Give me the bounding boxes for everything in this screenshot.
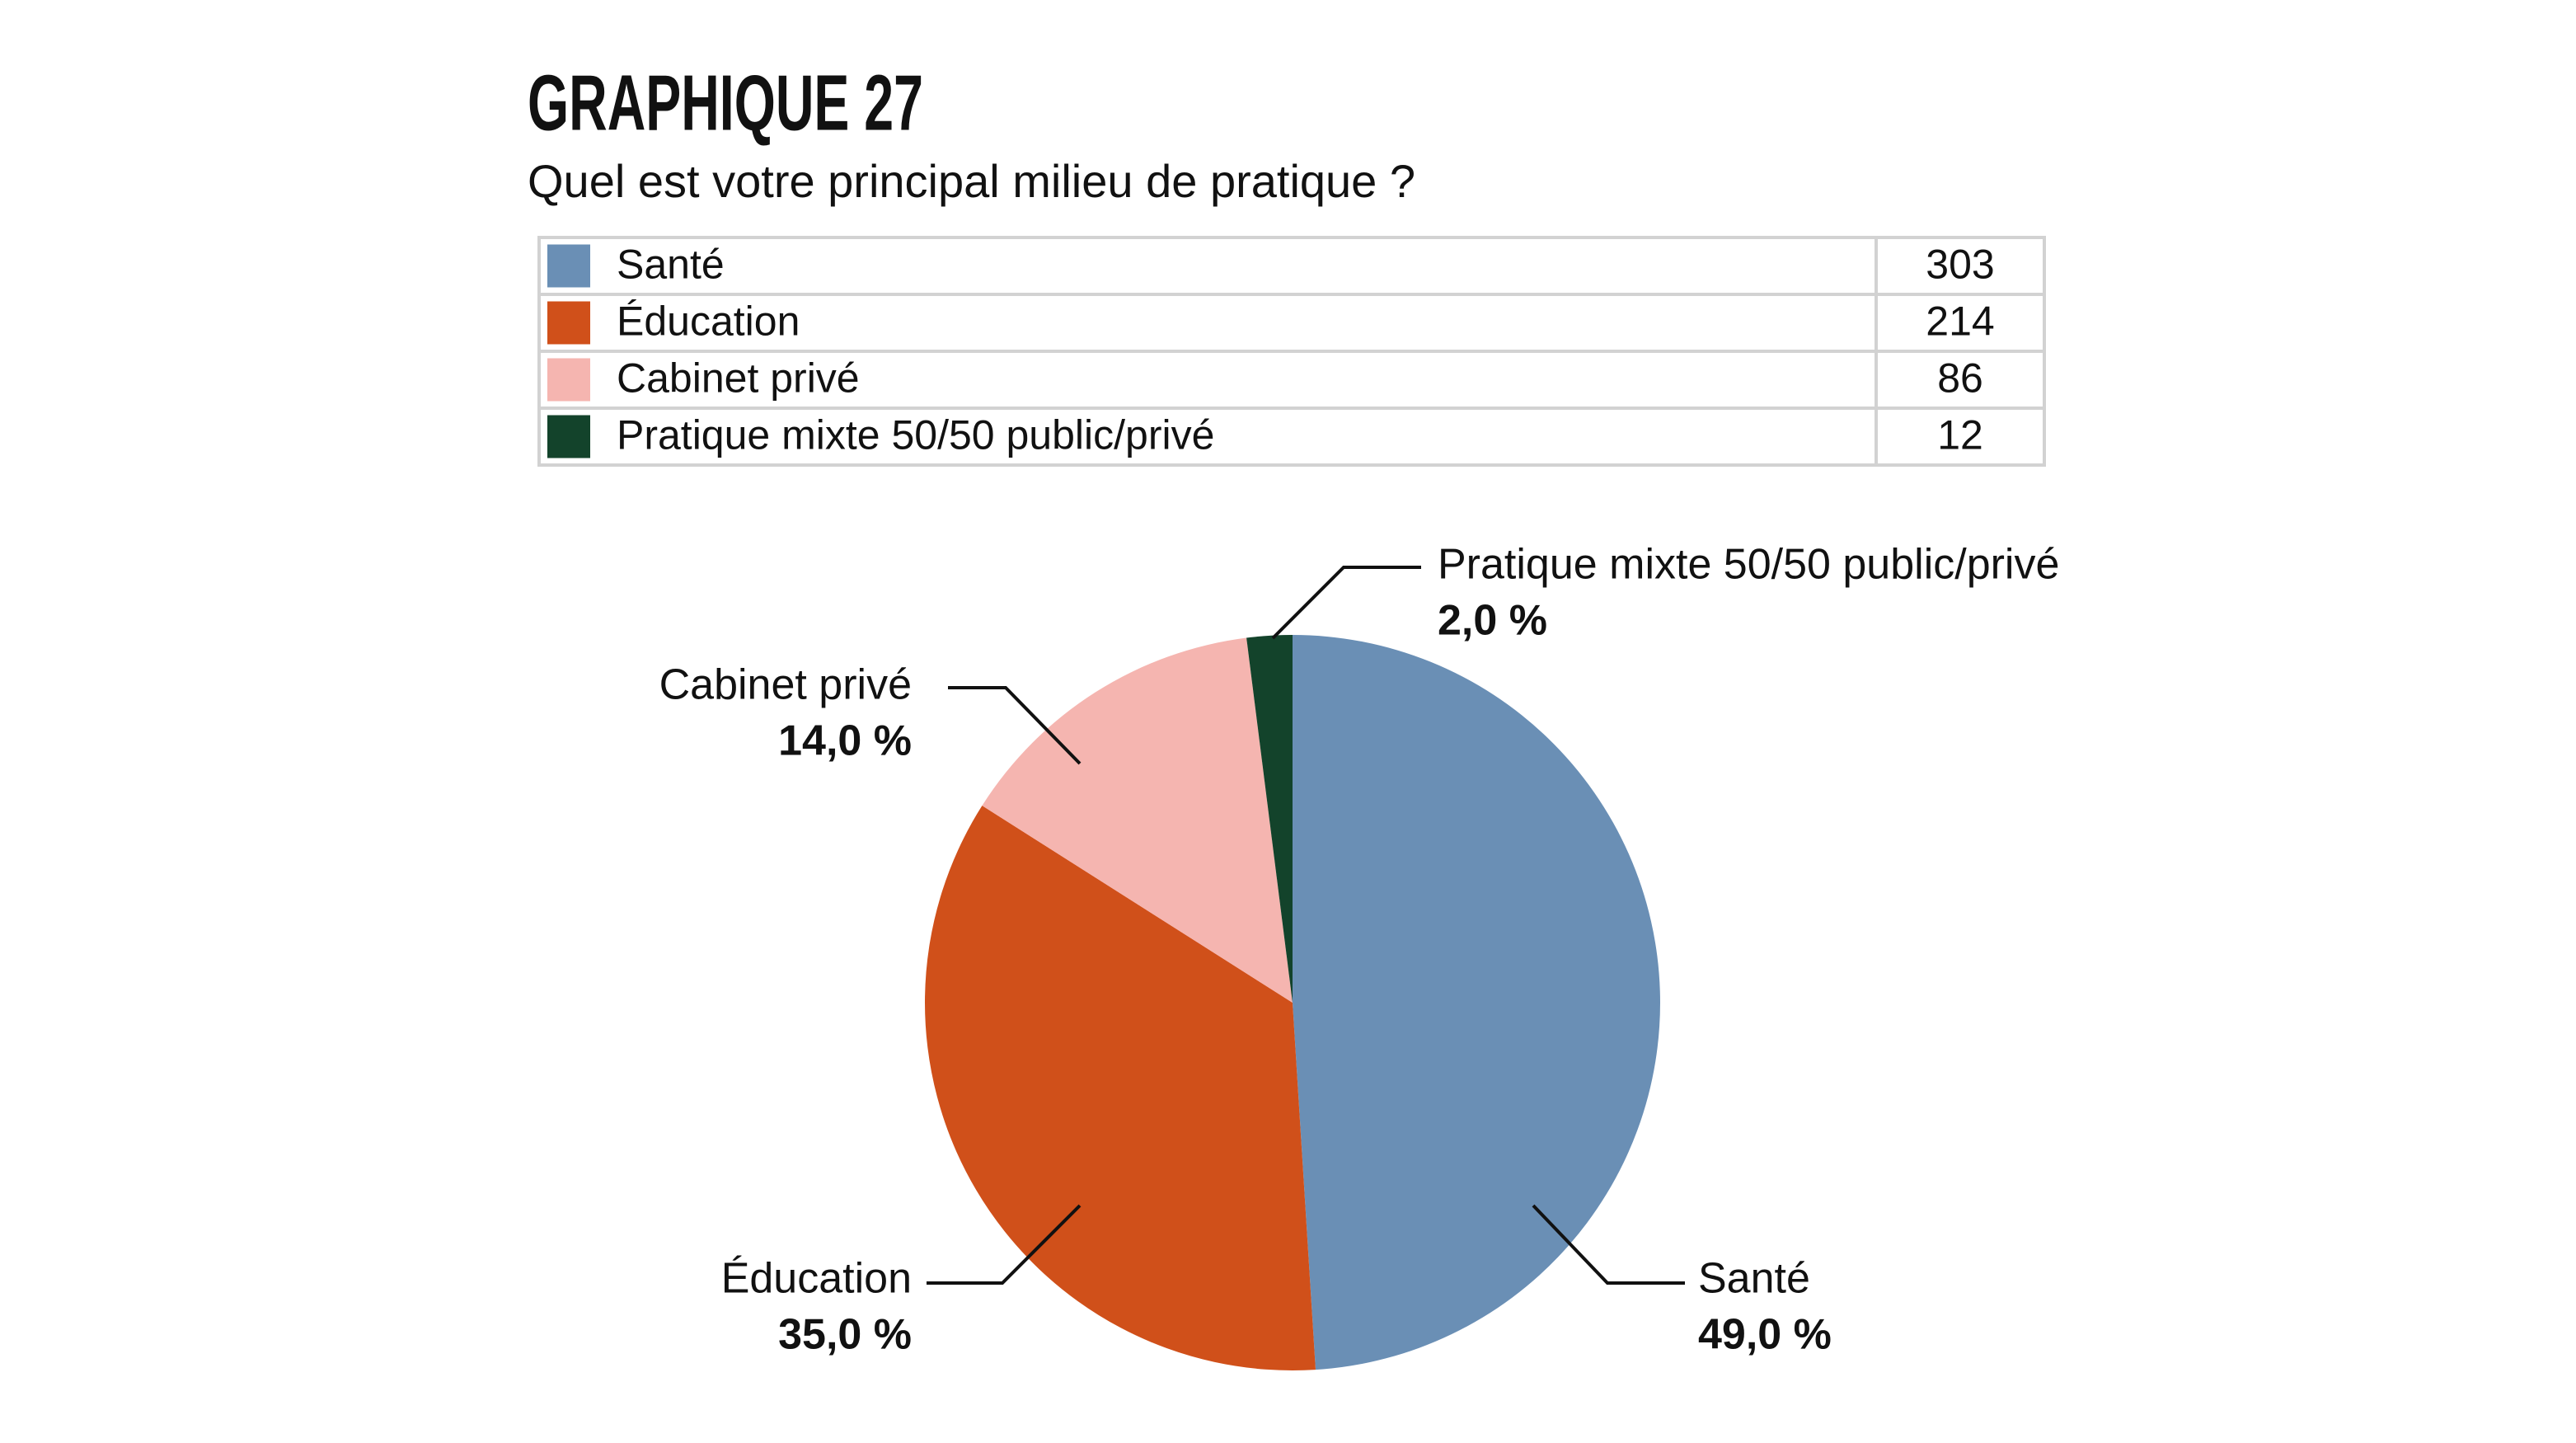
table-row: [537, 407, 2046, 467]
data-labels: Santé 49,0 % Éducation 35,0 % Cabinet privé 1…: [659, 541, 2060, 1359]
data-label-value: 14,0 %: [778, 717, 912, 765]
legend-label: Pratique mixte 50/50 public/privé: [617, 412, 1214, 458]
data-label-value: 49,0 %: [1698, 1311, 1832, 1359]
data-label-name: Santé: [1698, 1255, 1810, 1303]
legend-swatch: [547, 301, 590, 345]
legend-count: 86: [1937, 355, 1983, 402]
data-label-name: Cabinet privé: [659, 661, 912, 709]
leader-line: [1532, 1204, 1685, 1285]
legend-swatch: [547, 358, 590, 402]
leader-line: [927, 1204, 1082, 1285]
pie-slice: [982, 637, 1293, 1003]
leader-line: [948, 686, 1082, 765]
legend-swatch: [547, 415, 590, 458]
legend-table: Santé 303 Éducation 214 Cabinet privé 86 Prati…: [537, 236, 2046, 467]
legend-count: 303: [1926, 242, 1994, 288]
leader-line: [1271, 566, 1421, 640]
pie-slice: [1246, 635, 1293, 1003]
legend-swatch: [547, 244, 590, 288]
chart-subtitle: Quel est votre principal milieu de prati…: [528, 155, 1415, 207]
legend-label: Éducation: [617, 298, 800, 345]
data-label-value: 35,0 %: [778, 1311, 912, 1359]
pie: [925, 635, 1660, 1370]
pie-slice: [925, 806, 1316, 1370]
data-label-name: Pratique mixte 50/50 public/privé: [1438, 541, 2059, 589]
legend-label: Cabinet privé: [617, 355, 860, 402]
data-label-name: Éducation: [721, 1255, 912, 1303]
legend-label: Santé: [617, 242, 725, 288]
pie-slice: [1293, 635, 1660, 1370]
legend-count: 214: [1926, 298, 1994, 345]
legend-count: 12: [1937, 412, 1983, 458]
data-label-value: 2,0 %: [1438, 597, 1547, 645]
chart-title: GRAPHIQUE 27: [528, 59, 923, 147]
